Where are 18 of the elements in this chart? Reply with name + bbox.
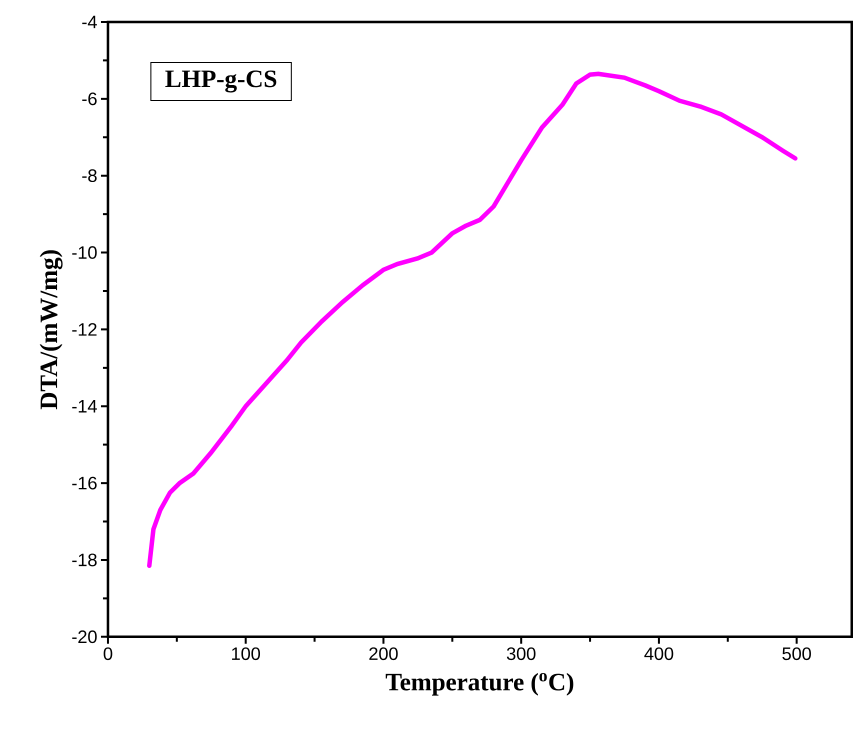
- x-tick-label: 300: [506, 647, 536, 660]
- x-tick-label: 400: [644, 647, 674, 660]
- y-axis-title: DTA/(mW/mg): [40, 250, 63, 410]
- x-tick-label: 500: [782, 647, 811, 660]
- y-tick-label: -12: [72, 323, 97, 336]
- text: LHP-g-CS: [165, 70, 276, 93]
- y-tick-label: -16: [72, 476, 97, 490]
- x-tick-label: 0: [104, 647, 112, 660]
- y-tick-label: -8: [82, 169, 97, 182]
- x-tick-label: 200: [369, 647, 398, 660]
- y-tick-label: -10: [72, 246, 97, 260]
- x-axis-title: Temperature ($^{o}$C): [386, 673, 574, 696]
- y-tick-label: -4: [82, 16, 97, 28]
- y-tick-label: -6: [82, 92, 97, 106]
- x-tick-label: 100: [232, 647, 260, 660]
- y-tick-label: -18: [72, 554, 97, 566]
- y-tick-label: -20: [72, 630, 97, 644]
- y-tick-label: -14: [72, 400, 97, 413]
